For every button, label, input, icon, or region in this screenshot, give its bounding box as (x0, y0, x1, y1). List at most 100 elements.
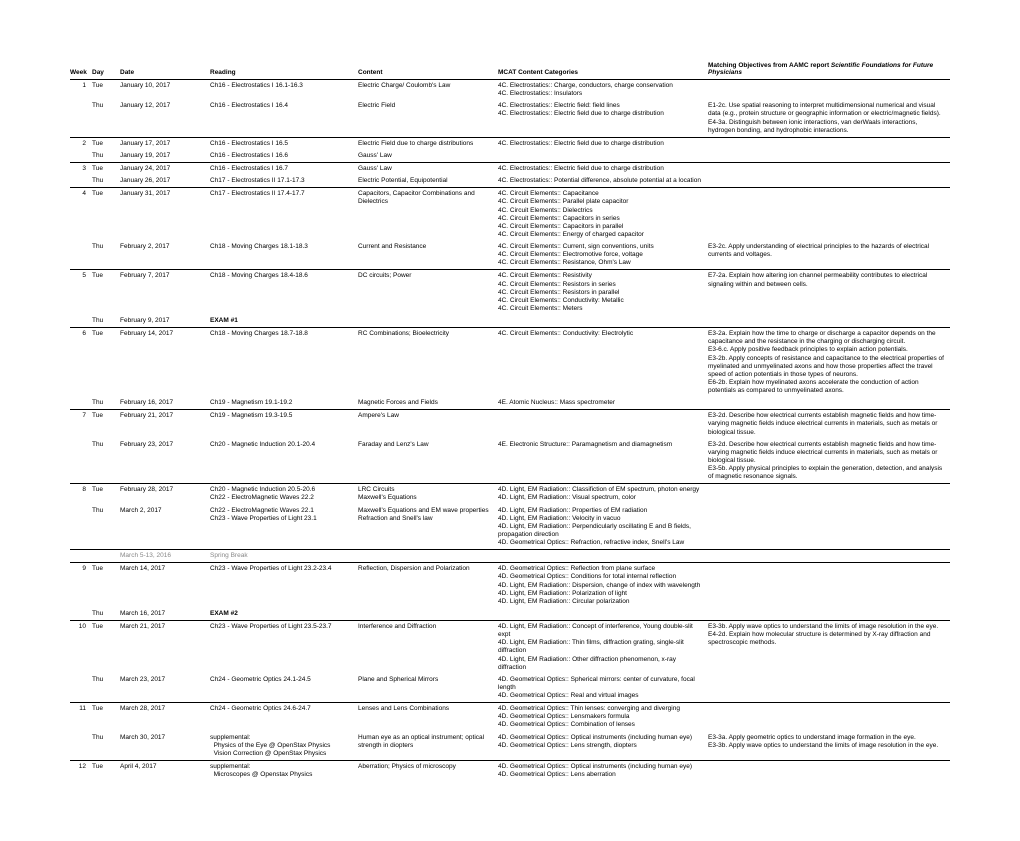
table-row: 6TueFebruary 14, 2017Ch18 - Moving Charg… (70, 328, 950, 398)
cell-day: Tue (92, 328, 120, 398)
cell-day: Thu (92, 397, 120, 410)
cell-day: Thu (92, 175, 120, 188)
cell-week (70, 550, 92, 563)
cell-day: Tue (92, 188, 120, 241)
cell-obj: E7-2a. Explain how altering ion channel … (708, 270, 950, 315)
cell-week (70, 505, 92, 550)
cell-date: January 24, 2017 (120, 163, 210, 176)
cell-day: Thu (92, 674, 120, 703)
cell-content (358, 315, 498, 328)
cell-day: Tue (92, 703, 120, 732)
cell-date: January 17, 2017 (120, 137, 210, 150)
cell-reading: supplemental: Physics of the Eye @ OpenS… (210, 732, 358, 761)
cell-day (92, 550, 120, 563)
cell-date: February 14, 2017 (120, 328, 210, 398)
cell-week: 6 (70, 328, 92, 398)
cell-week: 11 (70, 703, 92, 732)
cell-content: Magnetic Forces and Fields (358, 397, 498, 410)
cell-content: Electric Field (358, 100, 498, 137)
table-row: ThuMarch 30, 2017supplemental: Physics o… (70, 732, 950, 761)
cell-obj (708, 550, 950, 563)
cell-reading: EXAM #2 (210, 608, 358, 621)
cell-mcat: 4E. Atomic Nucleus:: Mass spectrometer (498, 397, 708, 410)
cell-week (70, 439, 92, 484)
cell-content (358, 608, 498, 621)
cell-reading: supplemental: Microscopes @ Openstax Phy… (210, 760, 358, 781)
header-content: Content (358, 60, 498, 80)
cell-week: 9 (70, 563, 92, 608)
cell-obj (708, 563, 950, 608)
table-row: 4TueJanuary 31, 2017Ch17 - Electrostatic… (70, 188, 950, 241)
table-row: ThuJanuary 19, 2017Ch16 - Electrostatics… (70, 150, 950, 163)
cell-reading: Ch18 - Moving Charges 18.1-18.3 (210, 241, 358, 270)
cell-obj: E3-2a. Explain how the time to charge or… (708, 328, 950, 398)
cell-content: Capacitors, Capacitor Combinations and D… (358, 188, 498, 241)
cell-mcat: 4C. Electrostatics:: Electric field due … (498, 163, 708, 176)
cell-week: 1 (70, 80, 92, 101)
cell-date: February 23, 2017 (120, 439, 210, 484)
cell-obj (708, 80, 950, 101)
cell-week: 2 (70, 137, 92, 150)
cell-reading: Ch20 - Magnetic Induction 20.5-20.6Ch22 … (210, 484, 358, 505)
table-row: 3TueJanuary 24, 2017Ch16 - Electrostatic… (70, 163, 950, 176)
cell-week (70, 397, 92, 410)
cell-reading: Ch17 - Electrostatics II 17.4-17.7 (210, 188, 358, 241)
cell-reading: Ch18 - Moving Charges 18.7-18.8 (210, 328, 358, 398)
cell-obj (708, 137, 950, 150)
cell-date: March 5-13, 2016 (120, 550, 210, 563)
cell-mcat: 4D. Geometrical Optics:: Spherical mirro… (498, 674, 708, 703)
cell-mcat: 4D. Light, EM Radiation:: Classifiction … (498, 484, 708, 505)
table-row: ThuMarch 2, 2017Ch22 - ElectroMagnetic W… (70, 505, 950, 550)
cell-week: 8 (70, 484, 92, 505)
cell-reading: Ch16 - Electrostatics I 16.6 (210, 150, 358, 163)
cell-mcat (498, 315, 708, 328)
cell-day: Thu (92, 732, 120, 761)
cell-content: Gauss' Law (358, 150, 498, 163)
cell-obj (708, 703, 950, 732)
cell-week (70, 150, 92, 163)
table-row: 2TueJanuary 17, 2017Ch16 - Electrostatic… (70, 137, 950, 150)
cell-date: January 26, 2017 (120, 175, 210, 188)
cell-day: Tue (92, 270, 120, 315)
cell-content: Ampere's Law (358, 410, 498, 439)
cell-content: Current and Resistance (358, 241, 498, 270)
cell-obj (708, 150, 950, 163)
header-day: Day (92, 60, 120, 80)
cell-date: March 21, 2017 (120, 621, 210, 674)
cell-week: 5 (70, 270, 92, 315)
cell-obj (708, 397, 950, 410)
cell-week: 3 (70, 163, 92, 176)
cell-mcat: 4C. Electrostatics:: Electric field: fie… (498, 100, 708, 137)
cell-day: Tue (92, 621, 120, 674)
cell-reading: Ch24 - Geometric Optics 24.1-24.5 (210, 674, 358, 703)
cell-content: Gauss' Law (358, 163, 498, 176)
table-row: ThuMarch 23, 2017Ch24 - Geometric Optics… (70, 674, 950, 703)
cell-mcat: 4D. Geometrical Optics:: Optical instrum… (498, 732, 708, 761)
table-row: 1TueJanuary 10, 2017Ch16 - Electrostatic… (70, 80, 950, 101)
cell-day: Thu (92, 439, 120, 484)
cell-date: March 14, 2017 (120, 563, 210, 608)
cell-obj (708, 163, 950, 176)
cell-day: Thu (92, 505, 120, 550)
cell-week (70, 732, 92, 761)
cell-reading: Ch17 - Electrostatics II 17.1-17.3 (210, 175, 358, 188)
cell-date: March 2, 2017 (120, 505, 210, 550)
cell-reading: Ch23 - Wave Properties of Light 23.5-23.… (210, 621, 358, 674)
header-week: Week (70, 60, 92, 80)
cell-mcat: 4C. Circuit Elements:: Capacitance4C. Ci… (498, 188, 708, 241)
cell-mcat: 4C. Electrostatics:: Charge, conductors,… (498, 80, 708, 101)
cell-content: DC circuits; Power (358, 270, 498, 315)
cell-content: Aberration; Physics of microscopy (358, 760, 498, 781)
cell-date: January 31, 2017 (120, 188, 210, 241)
cell-day: Tue (92, 484, 120, 505)
cell-reading: Ch16 - Electrostatics I 16.4 (210, 100, 358, 137)
schedule-table: Week Day Date Reading Content MCAT Conte… (70, 60, 950, 781)
cell-day: Tue (92, 410, 120, 439)
header-objectives: Matching Objectives from AAMC report Sci… (708, 60, 950, 80)
cell-date: January 19, 2017 (120, 150, 210, 163)
cell-content: Maxwell's Equations and EM wave properti… (358, 505, 498, 550)
cell-content: Faraday and Lenz's Law (358, 439, 498, 484)
cell-obj: E1-2c. Use spatial reasoning to interpre… (708, 100, 950, 137)
cell-week: 10 (70, 621, 92, 674)
cell-mcat: 4C. Electrostatics:: Electric field due … (498, 137, 708, 150)
